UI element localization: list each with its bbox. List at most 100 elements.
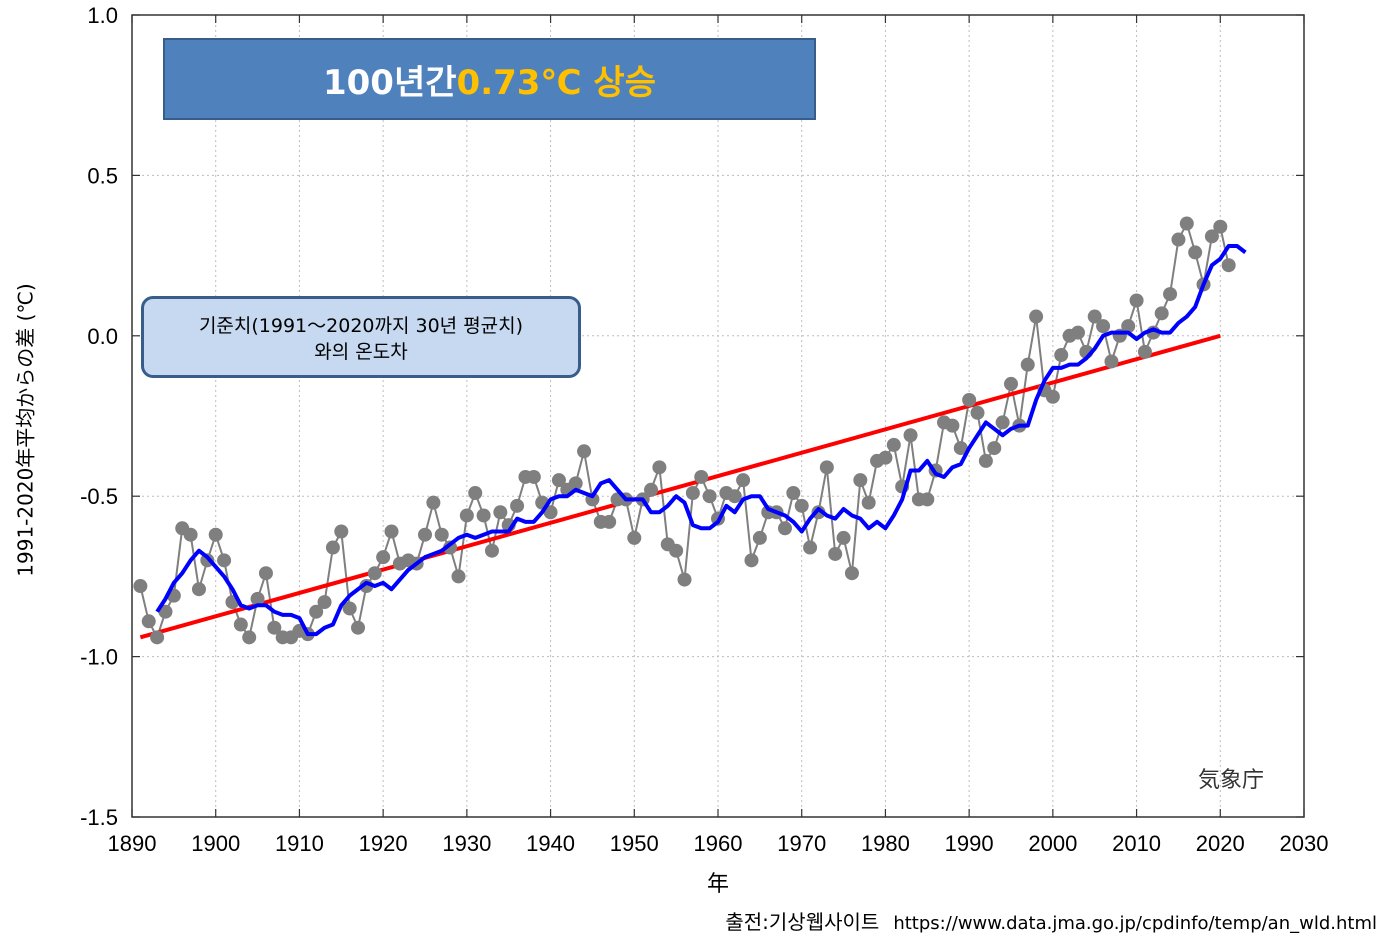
y-tick-label: 0.5 [87,163,118,188]
source-credit: 출전:기상웹사이트 https://www.data.jma.go.jp/cpdi… [725,906,1377,935]
annual-point [150,630,165,645]
chart-title-highlight: 0.73℃ 상승 [456,62,656,103]
annual-point [987,441,1002,456]
baseline-note-box: 기준치(1991～2020까지 30년 평균치) 와의 온도차 [141,296,581,378]
x-axis-label: 年 [706,872,730,897]
x-tick-label: 2020 [1196,831,1245,856]
annual-point [351,620,366,635]
annual-point [727,489,742,504]
annual-point [953,441,968,456]
x-tick-label: 1930 [442,831,491,856]
source-label: 출전:기상웹사이트 [725,910,880,934]
annual-point [526,469,541,484]
annual-point [325,540,340,555]
annual-point [1070,325,1085,340]
annual-point [208,527,223,542]
annual-point [886,437,901,452]
x-tick-label: 2030 [1280,831,1329,856]
annual-point [962,392,977,407]
annual-point [736,473,751,488]
annual-point [1204,229,1219,244]
annual-point [158,604,173,619]
annual-point [459,508,474,523]
annual-point [1221,258,1236,273]
annual-point [803,540,818,555]
annual-point [451,569,466,584]
annual-point [627,530,642,545]
annual-point [426,495,441,510]
annual-point [995,415,1010,430]
annual-point [183,527,198,542]
annual-point [1029,309,1044,324]
annual-point [1171,232,1186,247]
annual-point [367,566,382,581]
annual-point [1129,293,1144,308]
chart-title-box: 100년간 0.73℃ 상승 [163,38,816,120]
axis-tick-labels: 1890 1900 1910 1920 1930 1940 1950 1960 1970 1980… [80,3,1328,856]
x-tick-label: 1960 [694,831,743,856]
annual-point [685,485,700,500]
annual-point [853,473,868,488]
y-tick-label: -1.0 [80,645,118,670]
annual-point [794,498,809,513]
moving-average-line [155,243,1247,637]
y-axis-label: 1991-2020年平均からの差 (℃) [13,283,38,577]
annual-point [1087,309,1102,324]
annual-point [903,428,918,443]
x-tick-label: 1890 [108,831,157,856]
annual-point [1054,348,1069,363]
annual-point [468,485,483,500]
x-tick-label: 1900 [191,831,240,856]
annual-point [493,505,508,520]
grid-lines [131,14,1305,818]
annual-point [1096,319,1111,334]
annual-point [644,482,659,497]
x-tick-label: 1940 [526,831,575,856]
annual-point [376,550,391,565]
annual-point [694,469,709,484]
annual-point [861,495,876,510]
y-tick-label: 1.0 [87,3,118,28]
annual-point [752,530,767,545]
annual-point [242,630,257,645]
annual-point [250,591,265,606]
annual-point [233,617,248,632]
annual-point [702,489,717,504]
annual-point [334,524,349,539]
annual-point [1045,389,1060,404]
annual-point [317,595,332,610]
annual-point [1163,287,1178,302]
annual-point [1104,354,1119,369]
annual-point [844,566,859,581]
annual-point [836,530,851,545]
annual-point [568,476,583,491]
annual-point [1179,216,1194,231]
annual-point [1137,344,1152,359]
annual-point [577,444,592,459]
annual-point [1020,357,1035,372]
annual-point [1213,219,1228,234]
annual-point [1188,245,1203,260]
baseline-note-line-2: 와의 온도차 [314,341,408,363]
x-tick-label: 1920 [359,831,408,856]
annual-point [133,579,148,594]
annual-point [384,524,399,539]
annual-point [777,521,792,536]
annual-point [1121,319,1136,334]
source-url[interactable]: https://www.data.jma.go.jp/cpdinfo/temp/… [893,913,1377,934]
annual-point [484,543,499,558]
annual-point [920,492,935,507]
annual-point [652,460,667,475]
annual-point [267,620,282,635]
annual-point [476,508,491,523]
annual-point [191,582,206,597]
annual-point [602,514,617,529]
annual-point [828,546,843,561]
agency-label: 気象庁 [1198,768,1265,793]
annual-point [878,450,893,465]
chart-title-prefix: 100년간 [322,62,457,103]
annual-point [543,505,558,520]
annual-point [819,460,834,475]
annual-point [258,566,273,581]
